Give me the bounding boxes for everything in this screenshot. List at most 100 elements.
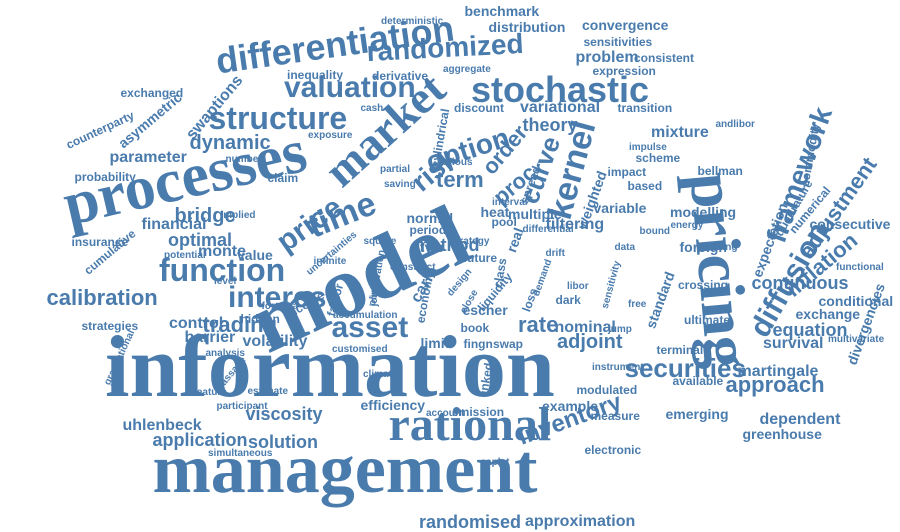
word: bound (639, 226, 671, 237)
word: volatility (242, 333, 308, 350)
word: survival (763, 335, 824, 352)
word: future (463, 251, 497, 265)
word: standard (642, 269, 678, 331)
word: transition (617, 101, 673, 115)
word: theory (522, 115, 578, 135)
word: crossing (678, 278, 729, 292)
word: saving (384, 179, 416, 190)
word: variational (520, 99, 601, 116)
word: multivariate (828, 334, 885, 345)
word: filtering (545, 216, 605, 233)
word: problem (575, 49, 639, 66)
word: ultimate (684, 313, 731, 327)
word: normal (406, 210, 454, 226)
word: interest (228, 281, 337, 314)
word: jump (608, 324, 632, 335)
word: distribution (488, 19, 566, 35)
word: asset (331, 311, 409, 344)
word: randomised (419, 512, 522, 532)
word: drift (545, 248, 565, 259)
word: caplet (480, 457, 510, 468)
word: impact (607, 165, 647, 179)
word: insurance (71, 235, 129, 249)
word: dark (555, 293, 581, 307)
word: martingale (737, 363, 819, 380)
word: implied (220, 210, 256, 221)
word: pricing (676, 169, 765, 371)
word: securities (624, 353, 746, 383)
word: electronic (584, 443, 642, 457)
word: barrier (184, 329, 236, 346)
word: feature (193, 387, 227, 398)
word: derivative (372, 69, 429, 83)
word: convergence (582, 17, 669, 33)
word: exchange (795, 306, 861, 322)
word: hidden (240, 312, 280, 326)
word: discount (454, 101, 504, 115)
word: number (225, 154, 263, 165)
word: term (436, 167, 484, 192)
word: application (152, 430, 248, 450)
word: book (460, 321, 490, 335)
word: equation (772, 320, 848, 340)
word: partial (380, 164, 411, 175)
word: solution (248, 432, 318, 452)
word: fingn (463, 337, 493, 351)
word: energy (670, 220, 704, 231)
word: control (169, 315, 224, 332)
word: efficiency (360, 397, 426, 413)
word: andlibor (715, 119, 755, 130)
word: interval (492, 197, 528, 208)
word: level (214, 276, 237, 287)
word: emerging (665, 406, 729, 422)
word: approach (725, 372, 825, 397)
word: information (105, 319, 555, 416)
word: monte (198, 243, 246, 260)
word: uhlenbeck (122, 417, 202, 434)
word: formula (261, 301, 299, 312)
word: construct (390, 262, 436, 273)
word: bellman (697, 164, 743, 178)
word: limit (420, 335, 450, 351)
word: making (702, 242, 738, 253)
word: claim (267, 171, 299, 185)
word: cash (360, 103, 384, 114)
word: variable (593, 200, 647, 216)
word: optimal (168, 230, 233, 250)
word: estimate (247, 386, 289, 397)
word: escher (462, 302, 508, 318)
word: impulse (629, 142, 667, 153)
word: adjoint (557, 331, 623, 353)
word: data (614, 242, 636, 253)
word: mixture (651, 124, 709, 141)
word: participant (216, 401, 268, 412)
word: foreign (679, 239, 727, 255)
word: rational (388, 398, 552, 451)
word: available (672, 374, 724, 388)
word: multiple (508, 206, 562, 222)
word: nominal (554, 319, 616, 336)
word: consecutive (809, 216, 891, 232)
word: based (627, 179, 663, 193)
word: climate (363, 369, 398, 380)
word: rate (518, 312, 559, 337)
word: period (409, 223, 447, 237)
word: structure (208, 100, 348, 136)
word: emission (452, 405, 505, 419)
word: consistent (634, 51, 695, 65)
word: sensitivities (583, 35, 653, 49)
word: value (237, 247, 273, 263)
word: bridge (174, 205, 236, 227)
word: probability (74, 170, 136, 184)
word: approximation (525, 513, 636, 530)
word: modulated (576, 383, 638, 397)
word: trading (202, 312, 278, 337)
word: expression (592, 64, 656, 78)
word: method (414, 235, 480, 255)
word: function (159, 252, 286, 288)
word: terminal (656, 343, 704, 357)
word: dependent (759, 411, 841, 428)
word: libor (567, 281, 589, 292)
word: parameter (109, 149, 187, 166)
word: management (152, 431, 538, 508)
